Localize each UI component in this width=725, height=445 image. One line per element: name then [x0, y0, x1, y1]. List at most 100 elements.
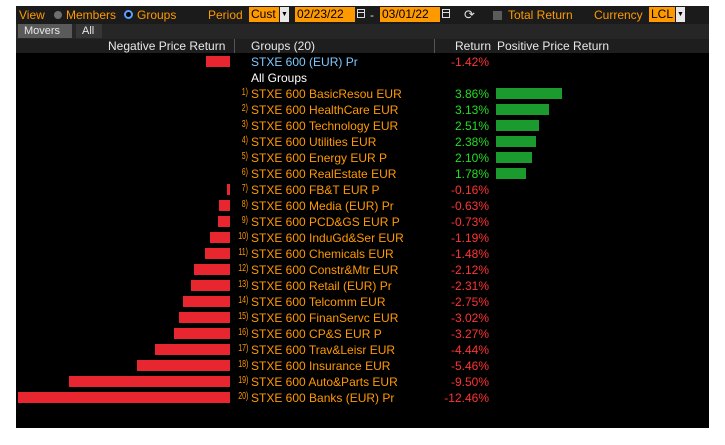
negative-bar	[190, 280, 230, 291]
negative-header[interactable]: Negative Price Return	[108, 39, 226, 53]
return-value: -0.63%	[450, 199, 489, 213]
total-return-label: Total Return	[508, 8, 573, 22]
end-calendar-icon[interactable]	[442, 9, 450, 18]
positive-bar	[496, 120, 539, 131]
total-return-checkbox[interactable]: Total Return	[493, 8, 573, 22]
row-rank: 13)	[238, 279, 249, 290]
negative-bar	[227, 184, 230, 195]
table-row[interactable]: 1) STXE 600 BasicResou EUR 3.86%	[16, 86, 709, 102]
group-name: STXE 600 Energy EUR P	[251, 151, 388, 165]
return-value: 2.10%	[454, 151, 489, 165]
return-value: -0.16%	[450, 183, 489, 197]
period-select[interactable]: Cust	[249, 7, 279, 22]
return-value: -2.75%	[450, 295, 489, 309]
tab-bar: Movers All	[16, 24, 709, 39]
row-rank: 5)	[241, 151, 248, 162]
return-value: -1.42%	[450, 55, 489, 69]
table-row[interactable]: 4) STXE 600 Utilities EUR 2.38%	[16, 134, 709, 150]
row-rank: 17)	[238, 343, 249, 354]
return-value: 3.86%	[454, 87, 489, 101]
tab-movers[interactable]: Movers	[18, 24, 72, 38]
return-value: -1.19%	[450, 231, 489, 245]
positive-bar	[496, 152, 532, 163]
table-row[interactable]: 3) STXE 600 Technology EUR 2.51%	[16, 118, 709, 134]
return-value: -9.50%	[450, 375, 489, 389]
row-rank: 15)	[238, 311, 249, 322]
negative-bar	[193, 264, 230, 275]
group-name: STXE 600 Technology EUR	[251, 119, 399, 133]
members-label: Members	[66, 8, 117, 22]
currency-label: Currency	[594, 8, 643, 22]
group-name: STXE 600 Insurance EUR	[251, 359, 391, 373]
table-row[interactable]: 6) STXE 600 RealEstate EUR 1.78%	[16, 166, 709, 182]
table-row[interactable]: 16) STXE 600 CP&S EUR P -3.27%	[16, 326, 709, 342]
refresh-icon[interactable]: ⟳	[464, 7, 475, 22]
table-row[interactable]: 9) STXE 600 PCD&GS EUR P -0.73%	[16, 214, 709, 230]
currency-dropdown-icon[interactable]: ▼	[676, 7, 685, 22]
radio-selected-icon	[124, 10, 133, 19]
all-groups-label: All Groups	[251, 71, 308, 85]
table-row[interactable]: 2) STXE 600 HealthCare EUR 3.13%	[16, 102, 709, 118]
row-rank: 9)	[241, 215, 248, 226]
tab-all[interactable]: All	[76, 24, 102, 38]
positive-bar	[496, 104, 550, 115]
negative-bar	[204, 248, 230, 259]
period-dropdown-icon[interactable]: ▼	[280, 7, 289, 22]
table-row[interactable]: 17) STXE 600 Trav&Leisr EUR -4.44%	[16, 342, 709, 358]
radio-unselected-icon	[54, 11, 62, 19]
return-value: -4.44%	[450, 343, 489, 357]
table-row[interactable]: 11) STXE 600 Chemicals EUR -1.48%	[16, 246, 709, 262]
table-row[interactable]: 14) STXE 600 Telcomm EUR -2.75%	[16, 294, 709, 310]
row-rank: 1)	[241, 87, 248, 98]
group-name: STXE 600 HealthCare EUR	[251, 103, 399, 117]
table-row[interactable]: 8) STXE 600 Media (EUR) Pr -0.63%	[16, 198, 709, 214]
row-rank: 12)	[238, 263, 249, 274]
negative-bar	[178, 312, 230, 323]
row-rank: 20)	[238, 391, 249, 402]
end-date-field[interactable]: 03/01/22	[380, 7, 440, 22]
return-value: 2.38%	[454, 135, 489, 149]
toolbar: View Members Groups Period Cust ▼ 02/23/…	[16, 6, 709, 24]
negative-bar	[174, 328, 230, 339]
return-header[interactable]: Return	[455, 39, 492, 53]
index-name: STXE 600 (EUR) Pr	[251, 55, 358, 69]
start-date-field[interactable]: 02/23/22	[295, 7, 355, 22]
positive-bar	[496, 88, 562, 99]
table-row[interactable]: 12) STXE 600 Constr&Mtr EUR -2.12%	[16, 262, 709, 278]
row-rank: 14)	[238, 295, 249, 306]
row-rank: 3)	[241, 119, 248, 130]
group-name: STXE 600 CP&S EUR P	[251, 327, 382, 341]
start-calendar-icon[interactable]	[357, 9, 365, 18]
group-name: STXE 600 Chemicals EUR	[251, 247, 394, 261]
positive-header[interactable]: Positive Price Return	[497, 39, 610, 53]
group-name: STXE 600 Retail (EUR) Pr	[251, 279, 392, 293]
row-rank: 8)	[241, 199, 248, 210]
return-value: -5.46%	[450, 359, 489, 373]
table-row[interactable]: 15) STXE 600 FinanServc EUR -3.02%	[16, 310, 709, 326]
row-rank: 6)	[241, 167, 248, 178]
table-row[interactable]: 19) STXE 600 Auto&Parts EUR -9.50%	[16, 374, 709, 390]
group-name: STXE 600 Media (EUR) Pr	[251, 199, 394, 213]
movers-window: View Members Groups Period Cust ▼ 02/23/…	[16, 6, 709, 428]
table-row[interactable]: 13) STXE 600 Retail (EUR) Pr -2.31%	[16, 278, 709, 294]
table-row[interactable]: 5) STXE 600 Energy EUR P 2.10%	[16, 150, 709, 166]
return-value: 1.78%	[454, 167, 489, 181]
row-rank: 18)	[238, 359, 249, 370]
table-row[interactable]: 20) STXE 600 Banks (EUR) Pr -12.46%	[16, 390, 709, 406]
index-row[interactable]: STXE 600 (EUR) Pr -1.42%	[16, 54, 709, 70]
return-value: -3.02%	[450, 311, 489, 325]
groups-header[interactable]: Groups (20)	[251, 39, 316, 53]
row-rank: 7)	[241, 183, 248, 194]
group-name: STXE 600 RealEstate EUR	[251, 167, 397, 181]
table-row[interactable]: 10) STXE 600 InduGd&Ser EUR -1.19%	[16, 230, 709, 246]
table-row[interactable]: 18) STXE 600 Insurance EUR -5.46%	[16, 358, 709, 374]
return-value: -2.12%	[450, 263, 489, 277]
groups-radio[interactable]: Groups	[124, 8, 176, 22]
return-value: 2.51%	[454, 119, 489, 133]
table-row[interactable]: 7) STXE 600 FB&T EUR P -0.16%	[16, 182, 709, 198]
currency-select[interactable]: LCL	[649, 7, 675, 22]
members-radio[interactable]: Members	[54, 8, 116, 22]
checkbox-icon	[493, 11, 502, 20]
group-name: STXE 600 FinanServc EUR	[251, 311, 399, 325]
group-name: STXE 600 Constr&Mtr EUR	[251, 263, 399, 277]
